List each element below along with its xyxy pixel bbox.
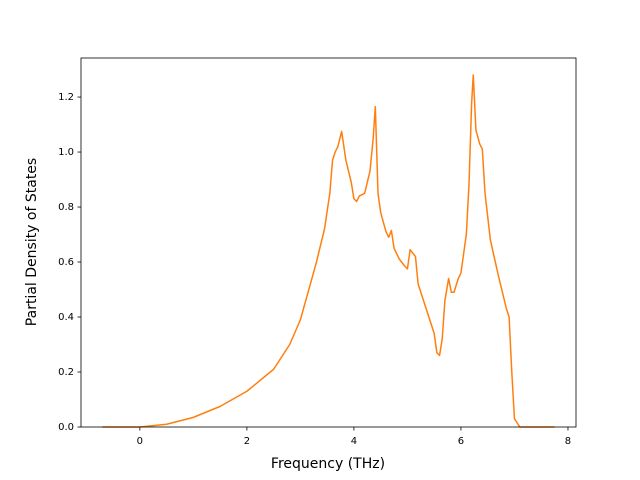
plot-frame xyxy=(80,57,577,428)
x-tick-label: 8 xyxy=(565,436,571,447)
y-tick-label: 0.6 xyxy=(58,257,74,268)
y-tick-label: 1.0 xyxy=(58,147,74,158)
x-tick-label: 4 xyxy=(351,436,357,447)
y-tick-label: 1.2 xyxy=(58,92,74,103)
y-axis-label: Partial Density of States xyxy=(24,158,40,326)
x-tick-label: 2 xyxy=(244,436,250,447)
x-tick-label: 0 xyxy=(137,436,143,447)
x-tick-label: 6 xyxy=(458,436,464,447)
y-tick-label: 0.2 xyxy=(58,367,74,378)
y-tick-label: 0.4 xyxy=(58,312,74,323)
x-axis-label: Frequency (THz) xyxy=(271,456,385,472)
data-line xyxy=(102,74,555,428)
y-tick-label: 0.8 xyxy=(58,202,74,213)
y-tick-label: 0.0 xyxy=(58,422,74,433)
